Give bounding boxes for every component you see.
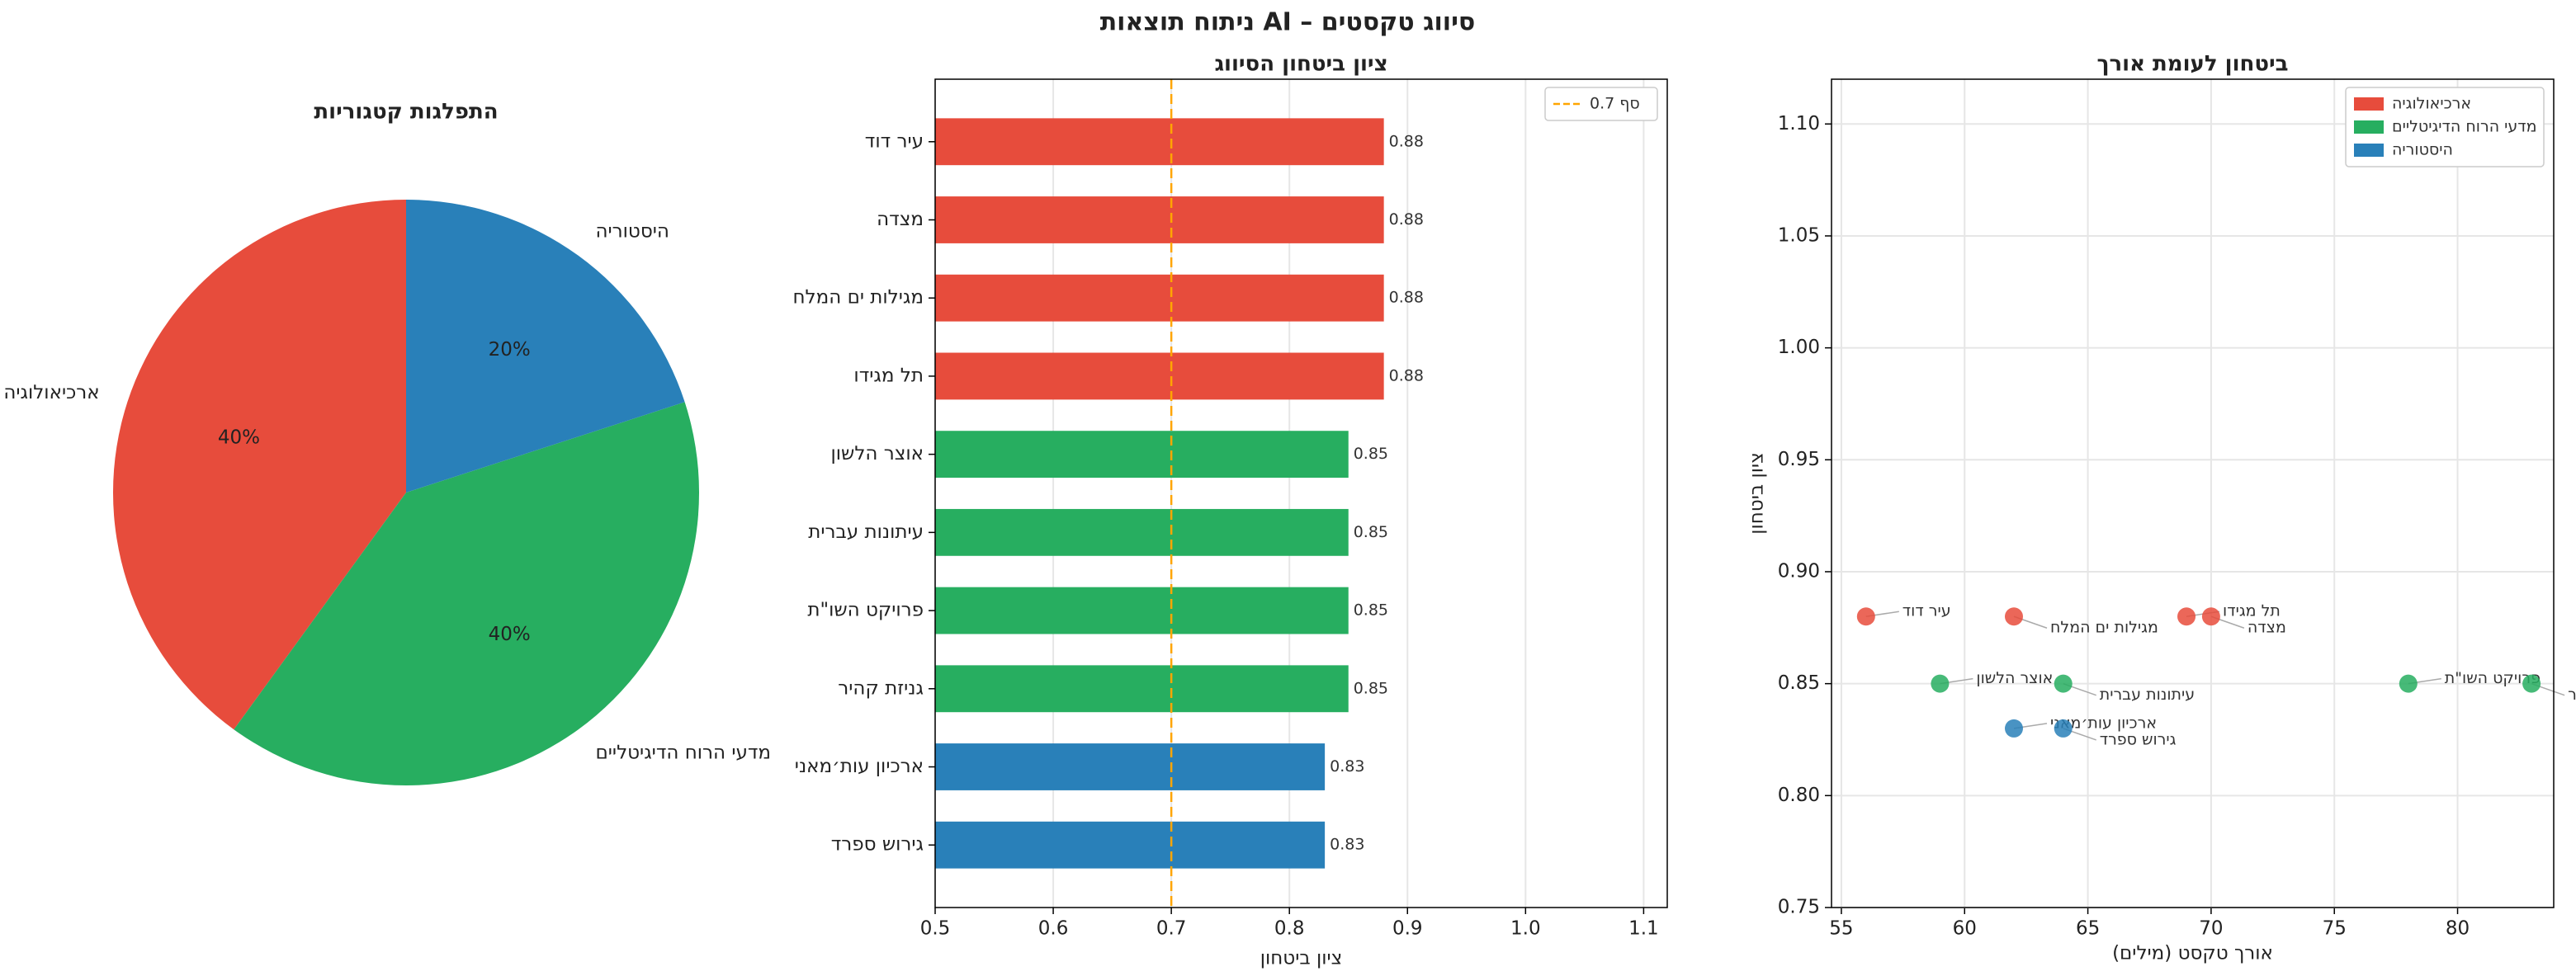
y-axis-label: ציון ביטחון xyxy=(1746,452,1768,535)
x-tick-label: 60 xyxy=(1953,918,1977,940)
chart-title: התפלגות קטגוריות xyxy=(314,100,498,125)
x-tick-label: 55 xyxy=(1829,918,1853,940)
y-tick-label: מצדה xyxy=(877,209,924,230)
bar-value-label: 0.83 xyxy=(1330,757,1364,776)
y-tick-label: 0.90 xyxy=(1778,560,1820,582)
point-label: אוצר הלשון xyxy=(1976,669,2053,687)
bar-value-label: 0.88 xyxy=(1389,366,1424,384)
bar xyxy=(935,743,1326,790)
point-label: גירוש ספרד xyxy=(2100,730,2177,748)
bar xyxy=(935,508,1349,556)
slice-label: ארכיאולוגיה xyxy=(3,382,99,403)
slice-label: מדעי הרוח הדיגיטליים xyxy=(596,742,772,763)
bar xyxy=(935,665,1349,713)
pie-slice xyxy=(112,200,407,730)
y-tick-label: אוצר הלשון xyxy=(830,443,924,464)
point-label: ארכיון עות׳מאני xyxy=(2050,714,2157,732)
scatter-point xyxy=(2054,674,2073,693)
bar-value-label: 0.85 xyxy=(1354,601,1388,620)
figure-title: ניתוח תוצאות AI – סיווג טקסטים xyxy=(1100,8,1476,37)
x-tick-label: 1.1 xyxy=(1628,918,1659,940)
point-label: מצדה xyxy=(2248,619,2286,637)
scatter-point xyxy=(2054,719,2073,738)
bar-value-label: 0.85 xyxy=(1354,523,1388,541)
legend-swatch xyxy=(2354,120,2384,134)
bar xyxy=(935,118,1384,166)
slice-value-label: 20% xyxy=(489,339,531,361)
legend-label: ארכיאולוגיה xyxy=(2392,95,2471,113)
x-tick-label: 0.9 xyxy=(1392,918,1423,940)
bar xyxy=(935,196,1384,243)
point-label: עיתונות עברית xyxy=(2100,686,2195,704)
point-label: גניזת קהיר xyxy=(2568,686,2576,704)
x-tick-label: 0.7 xyxy=(1156,918,1187,940)
y-tick-label: 1.00 xyxy=(1778,337,1820,358)
slice-value-label: 40% xyxy=(489,624,531,645)
x-tick-label: 0.8 xyxy=(1274,918,1305,940)
legend-swatch xyxy=(2354,144,2384,157)
legend-swatch xyxy=(2354,97,2384,111)
y-tick-label: גניזת קהיר xyxy=(838,677,924,699)
y-tick-label: 0.80 xyxy=(1778,785,1820,806)
bar-value-label: 0.83 xyxy=(1330,836,1364,854)
point-label: פרויקט השו"ת xyxy=(2445,669,2541,687)
y-tick-label: 1.10 xyxy=(1778,113,1820,134)
x-tick-label: 75 xyxy=(2323,918,2347,940)
y-tick-label: 1.05 xyxy=(1778,224,1820,246)
x-tick-label: 0.6 xyxy=(1038,918,1069,940)
legend-box xyxy=(1544,87,1658,121)
x-tick-label: 0.5 xyxy=(920,918,951,940)
x-tick-label: 80 xyxy=(2446,918,2470,940)
point-label: תל מגידו xyxy=(2223,602,2281,620)
bar xyxy=(935,274,1384,322)
legend-box xyxy=(2345,87,2545,167)
bar-value-label: 0.88 xyxy=(1389,132,1424,150)
x-tick-label: 70 xyxy=(2199,918,2223,940)
legend-label: היסטוריה xyxy=(2392,141,2453,159)
x-axis-label: ציון ביטחון xyxy=(1260,948,1343,969)
pie-slice xyxy=(234,402,699,786)
bar-value-label: 0.88 xyxy=(1389,289,1424,307)
x-tick-label: 1.0 xyxy=(1510,918,1541,940)
y-tick-label: 0.95 xyxy=(1778,449,1820,470)
legend-label: מדעי הרוח הדיגיטליים xyxy=(2392,118,2537,136)
scatter-point xyxy=(2177,607,2196,626)
y-tick-label: עיר דוד xyxy=(865,130,924,152)
bar-value-label: 0.88 xyxy=(1389,210,1424,229)
bar xyxy=(935,587,1349,634)
slice-label: היסטוריה xyxy=(596,221,669,243)
axes-frame xyxy=(1831,78,2555,908)
bar-value-label: 0.85 xyxy=(1354,679,1388,697)
y-tick-label: 0.85 xyxy=(1778,672,1820,694)
scatter-point xyxy=(2399,674,2418,693)
scatter-point xyxy=(1931,674,1950,693)
y-tick-label: ארכיון עות׳מאני xyxy=(795,756,924,777)
bar xyxy=(935,821,1326,869)
scatter-point xyxy=(2004,607,2023,626)
pie-slice xyxy=(406,199,685,493)
bar xyxy=(935,431,1349,479)
y-tick-label: 0.75 xyxy=(1778,897,1820,918)
point-label: מגילות ים המלח xyxy=(2050,619,2158,637)
y-tick-label: גירוש ספרד xyxy=(831,834,924,856)
bar-value-label: 0.85 xyxy=(1354,445,1388,463)
y-tick-label: פרויקט השו"ת xyxy=(807,600,924,621)
x-axis-label: אורך טקסט (מילים) xyxy=(2112,943,2273,964)
x-tick-label: 65 xyxy=(2076,918,2100,940)
chart-title: ציון ביטחון הסיווג xyxy=(1214,52,1387,77)
y-tick-label: עיתונות עברית xyxy=(808,521,924,543)
scatter-point xyxy=(2201,607,2220,626)
bar xyxy=(935,352,1384,400)
chart-title: ביטחון לעומת אורך xyxy=(2096,52,2288,77)
scatter-point xyxy=(2004,719,2023,738)
axes-frame xyxy=(934,78,1668,908)
scatter-point xyxy=(2522,674,2541,693)
point-label: עיר דוד xyxy=(1902,602,1951,620)
slice-value-label: 40% xyxy=(218,427,260,449)
y-tick-label: מגילות ים המלח xyxy=(793,287,924,309)
legend-label: סף 0.7 xyxy=(1590,95,1640,113)
scatter-point xyxy=(1856,607,1875,626)
y-tick-label: תל מגידו xyxy=(853,365,924,386)
